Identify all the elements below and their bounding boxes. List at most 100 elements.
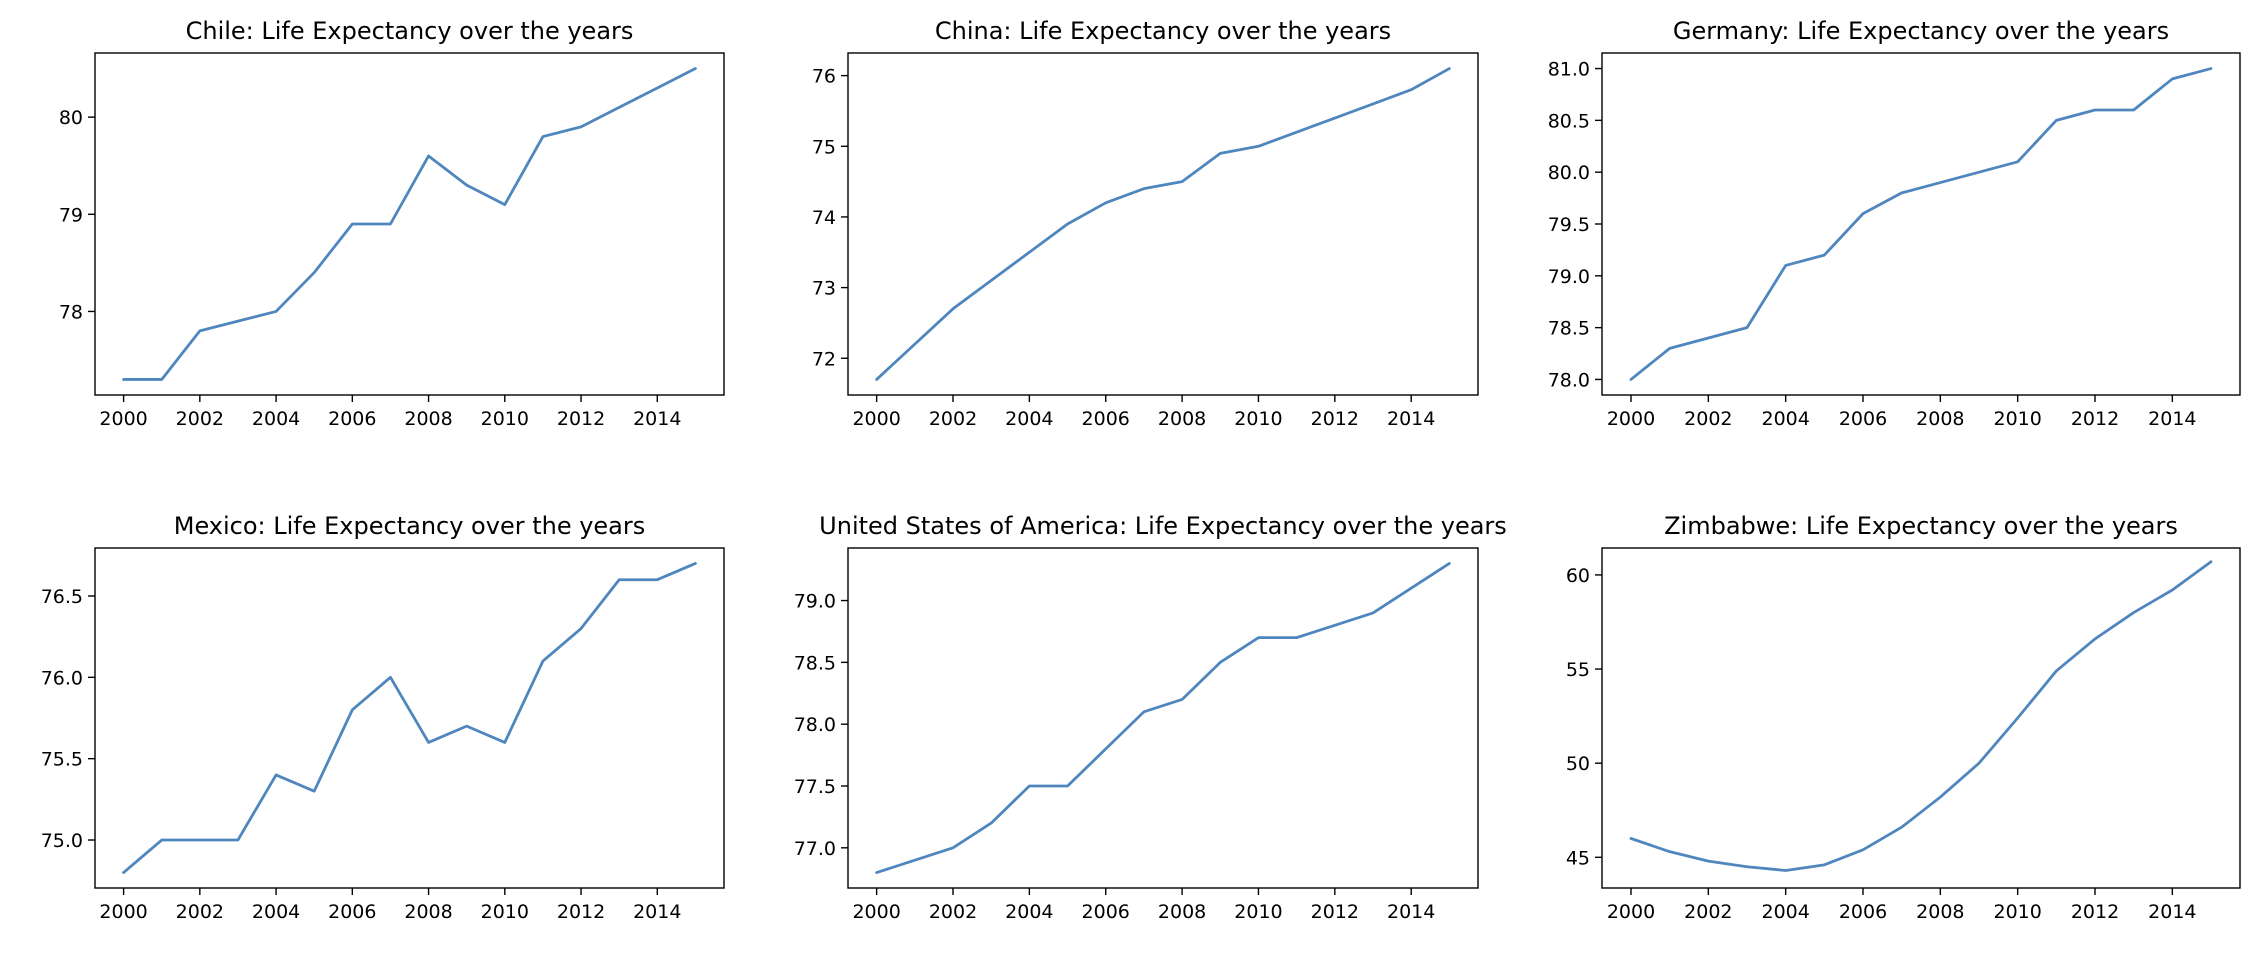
- x-tick-label: 2014: [633, 408, 681, 430]
- x-tick-label: 2012: [1311, 901, 1359, 923]
- subplot-1: Chile: Life Expectancy over the years 200…: [59, 17, 725, 430]
- y-tick-label: 78.5: [1548, 318, 1590, 340]
- data-point: [1667, 849, 1672, 854]
- x-tick-label: 2000: [1607, 408, 1655, 430]
- chart-title: United States of America: Life Expectanc…: [819, 512, 1507, 540]
- data-point: [1745, 325, 1750, 330]
- data-point: [874, 377, 879, 382]
- y-tick-label: 78: [59, 301, 83, 323]
- axes-frame: [94, 547, 725, 889]
- data-point: [1822, 862, 1827, 867]
- data-point: [464, 183, 469, 188]
- data-point: [912, 342, 917, 347]
- data-point: [1180, 697, 1185, 702]
- x-tick-label: 2008: [404, 901, 452, 923]
- data-point: [1706, 859, 1711, 864]
- x-tick-label: 2006: [328, 408, 376, 430]
- y-tick-label: 79.0: [1548, 266, 1590, 288]
- data-point: [235, 838, 240, 843]
- data-point: [874, 870, 879, 875]
- data-point: [2054, 118, 2059, 123]
- series-line: [1629, 67, 2213, 381]
- y-tick-label: 79.5: [1548, 214, 1590, 236]
- data-point: [121, 377, 126, 382]
- x-tick-label: 2010: [481, 408, 529, 430]
- x-tick-label: 2012: [1311, 408, 1359, 430]
- data-point: [274, 772, 279, 777]
- axes-frame: [94, 52, 725, 396]
- data-point: [1447, 561, 1452, 566]
- data-point: [1256, 635, 1261, 640]
- y-tick-label: 76: [812, 66, 836, 88]
- y-tick-label: 78.0: [1548, 369, 1590, 391]
- y-tick-label: 74: [812, 207, 836, 229]
- data-point: [579, 124, 584, 129]
- x-tick-label: 2000: [852, 408, 900, 430]
- data-point: [540, 134, 545, 139]
- data-point: [312, 270, 317, 275]
- y-tick-label: 75: [812, 136, 836, 158]
- axes-frame: [847, 547, 1479, 889]
- data-point: [1027, 250, 1032, 255]
- data-point: [1371, 610, 1376, 615]
- x-tick-label: 2002: [929, 901, 977, 923]
- x-tick-label: 2004: [1761, 901, 1809, 923]
- x-tick-label: 2008: [1916, 408, 1964, 430]
- data-point: [1371, 101, 1376, 106]
- series-line: [875, 67, 1451, 381]
- data-point: [989, 821, 994, 826]
- data-point: [1065, 222, 1070, 227]
- data-point: [617, 577, 622, 582]
- data-point: [1409, 87, 1414, 92]
- data-point: [1977, 761, 1982, 766]
- data-point: [1938, 180, 1943, 185]
- x-tick-label: 2008: [1158, 408, 1206, 430]
- data-point: [1256, 144, 1261, 149]
- x-tick-label: 2010: [1234, 901, 1282, 923]
- data-point: [1180, 179, 1185, 184]
- data-point: [1332, 623, 1337, 628]
- data-point: [693, 66, 698, 71]
- x-tick-label: 2002: [176, 408, 224, 430]
- x-tick-label: 2014: [1387, 901, 1435, 923]
- x-tick-label: 2004: [252, 901, 300, 923]
- data-point: [2093, 108, 2098, 113]
- chart-title: Germany: Life Expectancy over the years: [1673, 17, 2169, 45]
- axes-frame: [1601, 547, 2241, 889]
- data-point: [1065, 784, 1070, 789]
- x-tick-label: 2008: [404, 408, 452, 430]
- data-point: [197, 838, 202, 843]
- data-point: [159, 377, 164, 382]
- data-point: [2170, 587, 2175, 592]
- data-point: [1938, 795, 1943, 800]
- x-tick-label: 2002: [1684, 408, 1732, 430]
- y-tick-label: 79.0: [794, 591, 836, 613]
- axes-frame: [847, 52, 1479, 396]
- series-line: [875, 562, 1451, 874]
- y-tick-label: 76.0: [41, 667, 83, 689]
- x-tick-label: 2012: [2071, 901, 2119, 923]
- data-point: [350, 222, 355, 227]
- x-tick-label: 2004: [252, 408, 300, 430]
- x-tick-label: 2000: [99, 901, 147, 923]
- y-tick-label: 78.0: [794, 714, 836, 736]
- y-tick-label: 75.5: [41, 749, 83, 771]
- data-point: [2209, 559, 2214, 564]
- x-tick-label: 2006: [328, 901, 376, 923]
- subplot-2: China: Life Expectancy over the years 200…: [812, 17, 1479, 430]
- data-point: [388, 222, 393, 227]
- data-point: [350, 707, 355, 712]
- data-point: [1822, 253, 1827, 258]
- x-tick-label: 2008: [1916, 901, 1964, 923]
- data-point: [1027, 784, 1032, 789]
- x-tick-label: 2010: [1234, 408, 1282, 430]
- data-point: [197, 328, 202, 333]
- data-point: [655, 577, 660, 582]
- subplot-5: United States of America: Life Expectanc…: [794, 512, 1507, 923]
- y-tick-label: 76.5: [41, 586, 83, 608]
- data-point: [1629, 836, 1634, 841]
- data-point: [540, 659, 545, 664]
- data-point: [502, 202, 507, 207]
- x-tick-label: 2004: [1005, 901, 1053, 923]
